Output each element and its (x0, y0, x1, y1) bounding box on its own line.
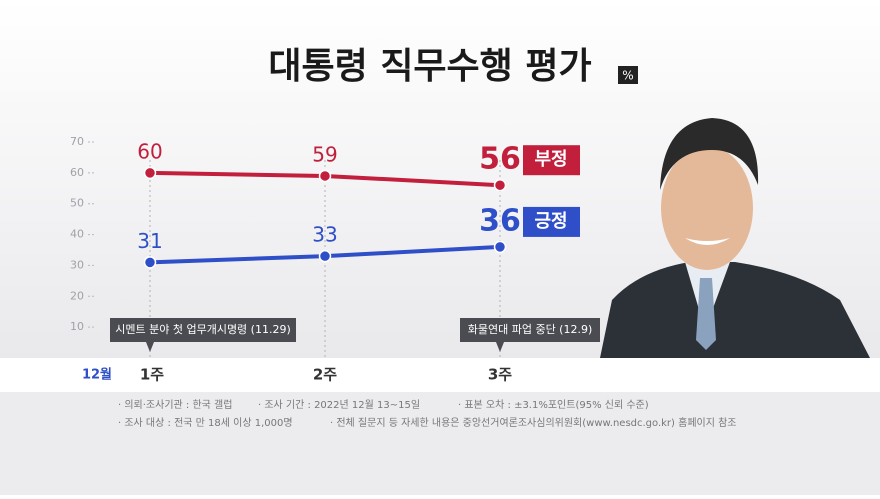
x-tick-label: 2주 (313, 366, 337, 384)
annotation-pointer (146, 342, 154, 352)
value-label: 36 (479, 203, 521, 238)
point (493, 178, 507, 192)
month-label: 12월 (82, 367, 112, 383)
y-tick-label: 20 (70, 289, 84, 302)
y-tick-label: 70 (70, 135, 84, 148)
footnote: · 조사 대상 : 전국 만 18세 이상 1,000명 (118, 417, 293, 429)
annotation-pointer (496, 342, 504, 352)
point (143, 256, 157, 269)
unit-box (618, 66, 638, 84)
point (318, 169, 332, 183)
footnote: · 표본 오차 : ±3.1%포인트(95% 신뢰 수준) (458, 399, 649, 411)
axis-band (0, 358, 880, 392)
annotation-box (110, 318, 296, 342)
point (318, 249, 332, 263)
annotation: 시멘트 분야 첫 업무개시명령 (11.29) (115, 323, 291, 336)
y-tick-label: 40 (70, 228, 84, 241)
y-tick-label: 50 (70, 197, 84, 210)
footnote: · 의뢰·조사기관 : 한국 갤럽 (118, 399, 232, 411)
point (143, 166, 157, 180)
x-tick-label: 3주 (488, 366, 512, 384)
footnote: · 조사 기간 : 2022년 12월 13~15일 (258, 399, 420, 411)
legend-box (523, 206, 580, 237)
y-tick-label: 10 (70, 320, 84, 333)
annotation-box (460, 318, 600, 342)
value-label: 31 (137, 229, 162, 253)
legend-label: 부정 (534, 149, 567, 170)
footnote: · 전체 질문지 등 자세한 내용은 중앙선거여론조사심의위원회(www.nes… (330, 416, 737, 429)
value-label: 60 (137, 139, 162, 163)
x-tick-label: 1주 (140, 366, 164, 384)
footer-band (0, 392, 880, 495)
portrait (600, 118, 870, 358)
annotation: 화물연대 파업 중단 (12.9) (468, 323, 593, 336)
value-label: 33 (312, 223, 337, 247)
unit: % (622, 69, 633, 83)
y-tick-label: 30 (70, 258, 84, 271)
value-label: 59 (312, 142, 337, 166)
legend-box (523, 145, 580, 176)
legend-label: 긍정 (534, 211, 567, 232)
point (493, 240, 507, 254)
value-label: 56 (479, 142, 521, 177)
chart-title: 대통령 직무수행 평가 (268, 46, 591, 87)
y-tick-label: 60 (70, 166, 84, 179)
